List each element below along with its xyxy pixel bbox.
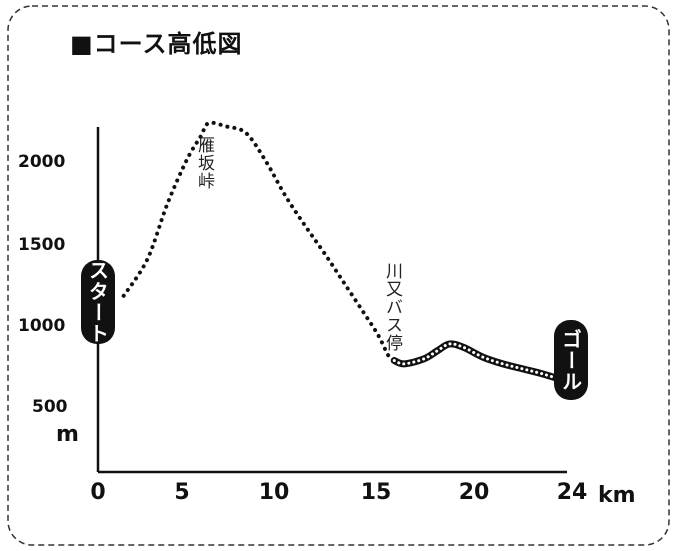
elevation-point-22 — [482, 356, 485, 359]
start-badge: スタート — [81, 260, 115, 344]
elevation-point-13 — [363, 313, 366, 316]
elevation-point-11 — [324, 253, 327, 256]
dashed-border — [7, 5, 670, 546]
elevation-point-20 — [448, 342, 451, 345]
y-tick-label: 1000 — [18, 316, 66, 336]
elevation-point-21 — [462, 346, 465, 349]
elevation-point-0 — [122, 294, 125, 297]
elevation-point-23 — [501, 362, 504, 365]
road-section-band — [390, 340, 568, 384]
elevation-point-8 — [264, 160, 267, 163]
x-unit-label: km — [598, 483, 636, 508]
elevation-point-17 — [403, 362, 406, 365]
elevation-point-3 — [185, 158, 188, 161]
elevation-point-19 — [436, 349, 439, 352]
elevation-point-6 — [225, 125, 228, 128]
x-tick-label: 0 — [90, 480, 106, 505]
x-tick-label: 5 — [174, 480, 190, 505]
pass-label: 雁坂峠 — [194, 136, 214, 190]
elevation-point-18 — [422, 357, 425, 360]
elevation-point-10 — [304, 225, 307, 228]
x-tick-label: 20 — [458, 480, 490, 505]
elevation-point-15 — [387, 354, 390, 357]
elevation-point-7 — [245, 132, 248, 135]
y-tick-label: 500 — [32, 397, 68, 417]
road-section-dots — [392, 342, 566, 382]
bus-stop-label: 川又バス停 — [382, 262, 402, 352]
elevation-point-12 — [343, 283, 346, 286]
elevation-point-9 — [284, 195, 287, 198]
plot-area — [121, 120, 568, 384]
elevation-point-5 — [207, 122, 210, 125]
elevation-line — [121, 120, 567, 383]
chart-title: ■コース高低図 — [70, 30, 243, 58]
y-tick-label: 2000 — [18, 152, 66, 172]
elevation-point-16 — [393, 359, 396, 362]
x-tick-label: 10 — [258, 480, 290, 505]
elevation-point-25 — [541, 372, 544, 375]
y-unit-label: m — [56, 422, 79, 447]
elevation-point-1 — [146, 258, 149, 261]
goal-badge: ゴール — [554, 320, 588, 400]
x-tick-label: 24 — [556, 480, 588, 505]
x-tick-label: 15 — [360, 480, 392, 505]
y-tick-label: 1500 — [18, 235, 66, 255]
elevation-point-2 — [166, 203, 169, 206]
elevation-point-24 — [521, 367, 524, 370]
